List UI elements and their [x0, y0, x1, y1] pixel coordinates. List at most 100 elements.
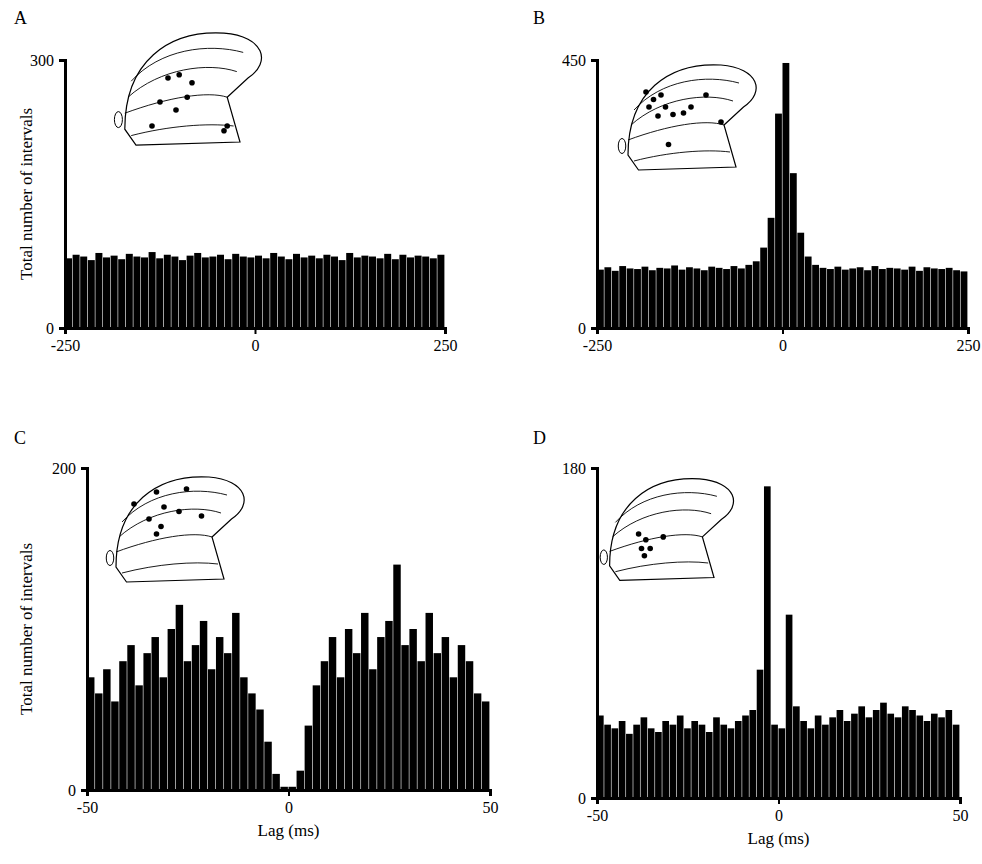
histogram-bar	[886, 268, 893, 328]
hippocampus-schematic	[114, 33, 261, 145]
histogram-bar	[103, 257, 110, 328]
histogram-bar	[684, 728, 691, 798]
histogram-bar	[699, 725, 706, 798]
histogram-bar	[171, 257, 178, 328]
histogram-bar	[263, 258, 270, 328]
histogram-bar	[820, 268, 827, 328]
histogram-bar	[938, 717, 945, 798]
recording-site	[636, 531, 642, 537]
tick-mark	[968, 328, 970, 334]
recording-site	[663, 104, 669, 110]
histogram-bar	[111, 701, 118, 790]
histogram-bar	[880, 703, 887, 798]
axis-line	[598, 799, 961, 805]
tick-label: 250	[957, 337, 981, 354]
histogram-bar	[916, 716, 923, 799]
axis-line	[66, 329, 446, 335]
tick-label: -50	[77, 799, 98, 816]
histogram-bar	[337, 677, 344, 790]
histogram-bar	[649, 270, 656, 328]
recording-site	[199, 513, 205, 519]
histogram-bar	[670, 725, 677, 798]
histogram-bar	[768, 218, 775, 328]
y-axis: 0450	[562, 52, 598, 337]
axis-line	[591, 61, 598, 329]
histogram-bar	[812, 265, 819, 328]
panel: -25002500300	[30, 52, 458, 355]
histogram-bar	[953, 270, 960, 328]
histogram-bar	[141, 257, 148, 328]
histogram-bar	[209, 257, 216, 328]
histogram-bar	[909, 267, 916, 328]
histogram-bar	[232, 613, 239, 790]
histogram-bar	[313, 685, 320, 790]
histogram-bar	[156, 258, 163, 328]
histogram-bar	[953, 725, 960, 798]
histogram-bar	[844, 721, 851, 798]
histogram-bar	[305, 726, 312, 790]
y-axis-title: Total number of intervals	[17, 108, 36, 280]
histogram-bar	[384, 254, 391, 328]
histogram-bar	[202, 257, 209, 328]
tick: 250	[957, 328, 981, 354]
histogram-bar	[677, 716, 684, 799]
histogram-bar	[757, 670, 764, 798]
schematic-layer	[634, 151, 730, 161]
histogram-bar	[270, 253, 277, 328]
histogram-bar	[426, 613, 433, 790]
histogram-bar	[633, 725, 640, 798]
histogram-bar	[422, 257, 429, 328]
schematic-layer	[128, 67, 237, 97]
histogram-bar	[361, 256, 368, 328]
tick: 180	[562, 460, 597, 477]
tick-label: 0	[285, 799, 293, 816]
tick: 450	[562, 52, 597, 69]
schematic-outline	[610, 479, 734, 581]
histogram-bar	[118, 259, 125, 328]
histogram-bar	[95, 693, 102, 790]
histogram-bar	[916, 271, 923, 328]
x-axis: -2500250	[583, 328, 981, 354]
histogram-bar	[753, 261, 760, 328]
panel-letter: D	[533, 428, 546, 448]
tick-label: 0	[775, 807, 783, 824]
tick-mark	[591, 798, 597, 800]
histogram-bar	[119, 661, 126, 790]
y-axis: 0180	[562, 460, 598, 807]
histogram-bar	[648, 728, 655, 798]
histogram-bar	[771, 725, 778, 798]
histogram-bar	[827, 269, 834, 328]
histogram-bar	[716, 268, 723, 328]
schematic-layer	[122, 491, 227, 522]
histogram-bar	[842, 270, 849, 328]
histogram-bar	[143, 653, 150, 790]
histogram-bar	[482, 701, 489, 790]
tick-mark	[960, 798, 962, 804]
panel-letter: A	[14, 8, 27, 28]
histogram-bar	[873, 710, 880, 798]
tick: 0	[285, 790, 293, 816]
histogram-bar	[323, 255, 330, 328]
tick: -50	[587, 798, 608, 824]
tick-mark	[81, 790, 87, 792]
histogram-bar	[815, 716, 822, 799]
histogram-bar	[127, 645, 134, 790]
histogram-bar	[790, 173, 797, 328]
histogram-bar	[829, 717, 836, 798]
histogram-bar	[415, 256, 422, 328]
histogram-bar	[909, 710, 916, 798]
histogram-bar	[256, 710, 263, 791]
histogram-bar	[822, 725, 829, 798]
schematic-layer	[615, 562, 708, 572]
tick-label: 50	[483, 799, 499, 816]
histogram-bar	[466, 661, 473, 790]
histogram-bar	[73, 255, 80, 328]
hippocampus-schematic	[618, 65, 756, 170]
axis-line	[59, 61, 66, 329]
histogram-bar	[430, 258, 437, 328]
figure: -25002500300 A Total number of intervals -2…	[0, 0, 982, 864]
tick-mark	[445, 328, 447, 334]
histogram-bar	[857, 267, 864, 328]
histogram-bar	[369, 669, 376, 790]
recording-site	[176, 509, 182, 515]
